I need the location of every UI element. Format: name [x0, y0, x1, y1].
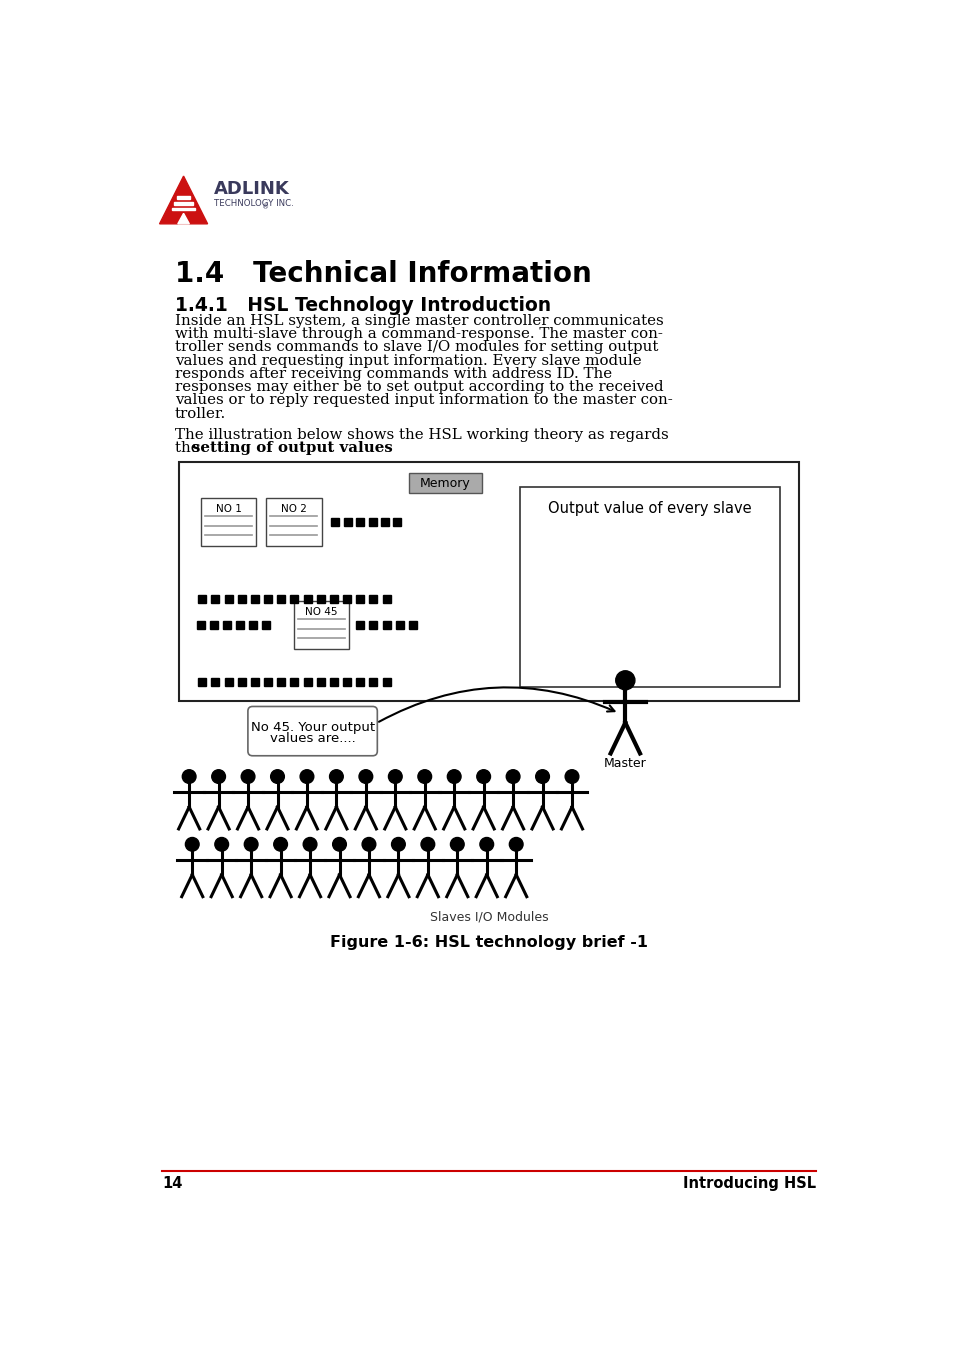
Circle shape	[388, 769, 402, 783]
FancyArrowPatch shape	[378, 687, 614, 722]
Polygon shape	[177, 214, 189, 224]
Circle shape	[241, 769, 254, 783]
Circle shape	[271, 769, 284, 783]
Circle shape	[212, 769, 225, 783]
Circle shape	[479, 837, 493, 852]
Text: responses may either be to set output according to the received: responses may either be to set output ac…	[174, 380, 663, 395]
Circle shape	[564, 769, 578, 783]
Bar	[294, 602, 349, 649]
Text: 1.4   Technical Information: 1.4 Technical Information	[174, 260, 591, 288]
Text: NO 2: NO 2	[280, 504, 306, 514]
Circle shape	[506, 769, 519, 783]
Circle shape	[450, 837, 464, 852]
Polygon shape	[159, 176, 208, 224]
Text: troller sends commands to slave I/O modules for setting output: troller sends commands to slave I/O modu…	[174, 341, 658, 354]
Text: Introducing HSL: Introducing HSL	[682, 1176, 815, 1191]
Circle shape	[274, 837, 287, 852]
Text: setting of output values: setting of output values	[192, 441, 393, 454]
Text: Figure 1-6: HSL technology brief -1: Figure 1-6: HSL technology brief -1	[330, 936, 647, 950]
Circle shape	[300, 769, 314, 783]
Text: ®: ®	[261, 204, 269, 210]
Circle shape	[536, 769, 549, 783]
Text: NO 45: NO 45	[305, 607, 337, 617]
Text: responds after receiving commands with address ID. The: responds after receiving commands with a…	[174, 366, 612, 381]
Text: The illustration below shows the HSL working theory as regards: The illustration below shows the HSL wor…	[174, 427, 668, 442]
Bar	[519, 487, 780, 687]
Text: TECHNOLOGY INC.: TECHNOLOGY INC.	[213, 199, 294, 208]
Circle shape	[303, 837, 316, 852]
Text: .: .	[328, 441, 333, 454]
Circle shape	[391, 837, 405, 852]
Text: Inside an HSL system, a single master controller communicates: Inside an HSL system, a single master co…	[174, 314, 663, 329]
Circle shape	[333, 837, 346, 852]
Text: ADLINK: ADLINK	[213, 180, 290, 199]
FancyBboxPatch shape	[248, 707, 377, 756]
Text: Master: Master	[603, 757, 646, 771]
Text: Memory: Memory	[419, 477, 471, 489]
Text: with multi-slave through a command-response. The master con-: with multi-slave through a command-respo…	[174, 327, 662, 341]
Text: No 45. Your output: No 45. Your output	[251, 721, 375, 734]
Text: the: the	[174, 441, 204, 454]
Text: troller.: troller.	[174, 407, 226, 420]
Text: values and requesting input information. Every slave module: values and requesting input information.…	[174, 354, 641, 368]
Bar	[266, 498, 321, 546]
Bar	[408, 473, 482, 493]
Circle shape	[244, 837, 257, 852]
Text: values are....: values are....	[270, 733, 355, 745]
Text: Slaves I/O Modules: Slaves I/O Modules	[429, 910, 548, 923]
Text: 14: 14	[162, 1176, 182, 1191]
Text: NO 1: NO 1	[215, 504, 241, 514]
Circle shape	[447, 769, 460, 783]
Circle shape	[509, 837, 522, 852]
Bar	[179, 462, 798, 702]
Circle shape	[417, 769, 431, 783]
Bar	[174, 201, 193, 204]
Bar	[200, 498, 256, 546]
Circle shape	[182, 769, 195, 783]
Circle shape	[476, 769, 490, 783]
Circle shape	[329, 769, 343, 783]
Circle shape	[185, 837, 199, 852]
Circle shape	[362, 837, 375, 852]
Text: 1.4.1   HSL Technology Introduction: 1.4.1 HSL Technology Introduction	[174, 296, 551, 315]
Circle shape	[214, 837, 229, 852]
Circle shape	[358, 769, 373, 783]
Text: Output value of every slave: Output value of every slave	[548, 500, 751, 516]
Bar	[172, 208, 195, 211]
Bar	[176, 196, 190, 199]
Circle shape	[420, 837, 435, 852]
Text: values or to reply requested input information to the master con-: values or to reply requested input infor…	[174, 393, 672, 407]
Circle shape	[615, 671, 635, 690]
